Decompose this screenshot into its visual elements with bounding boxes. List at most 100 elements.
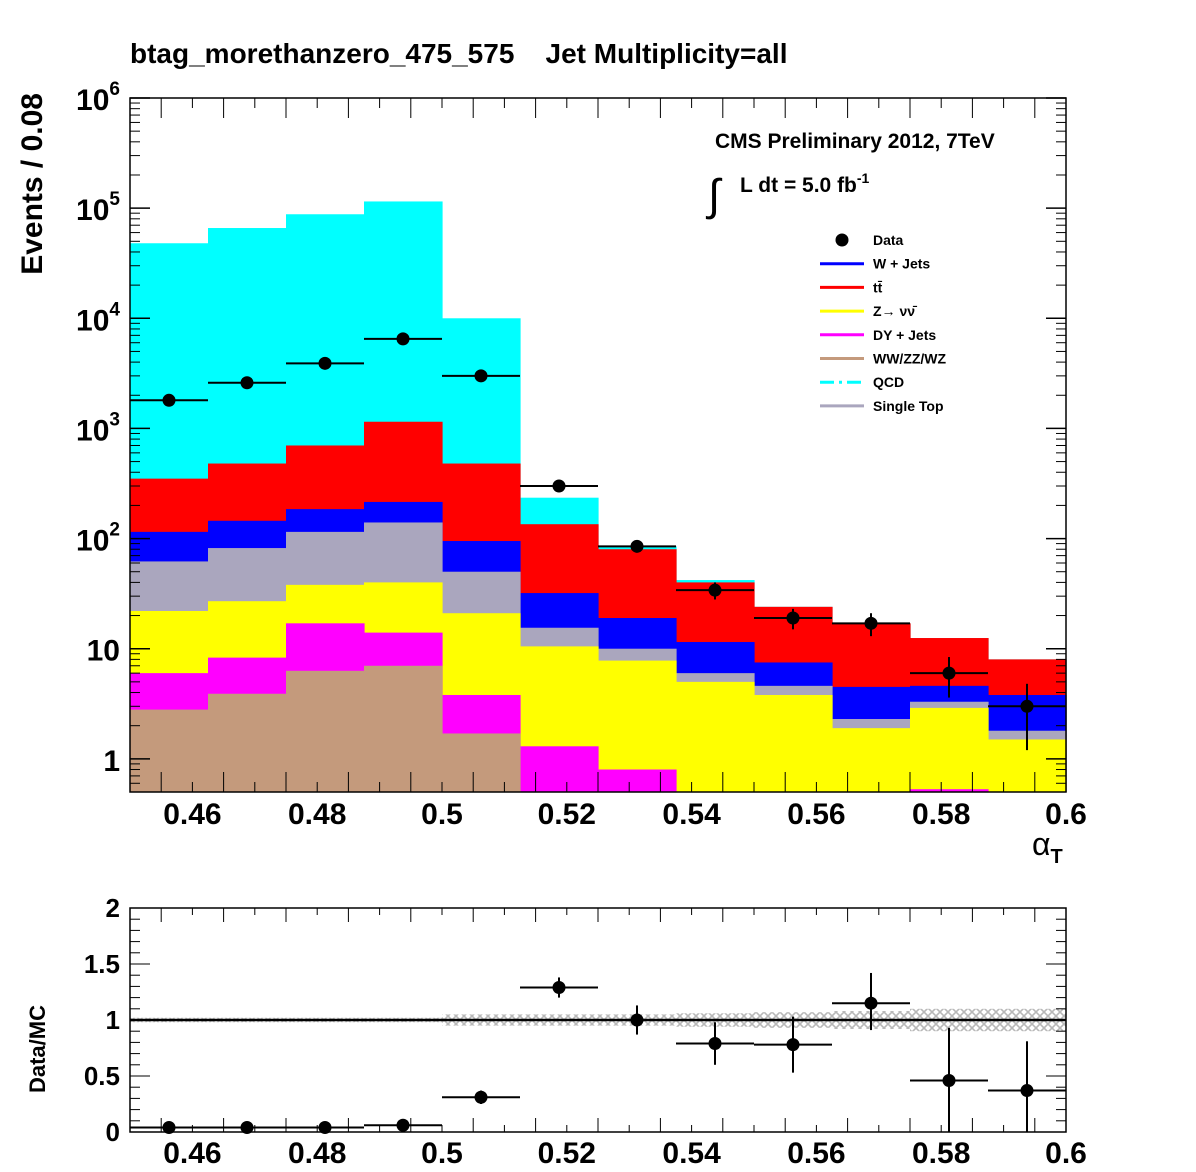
y-tick-label-exp: 3 xyxy=(109,409,120,430)
legend-label: tt̄ xyxy=(873,279,883,295)
data-point xyxy=(474,369,488,383)
ratio-point xyxy=(162,1121,176,1135)
x-axis-label-sub: T xyxy=(1051,846,1063,868)
y-tick-label-base: 10 xyxy=(76,525,109,558)
ratio-point xyxy=(240,1121,254,1135)
ratio-point xyxy=(1020,1084,1034,1098)
annotation-integral: ∫ xyxy=(705,171,723,220)
annotation-lumi-exp: -1 xyxy=(857,170,870,186)
y-tick-label-base: 10 xyxy=(76,84,109,117)
y-tick-label: 103 xyxy=(76,409,120,447)
ratio-x-tick-label: 0.54 xyxy=(662,1137,721,1170)
annotation-lumi-main: L dt = 5.0 fb xyxy=(740,174,857,197)
ratio-point xyxy=(942,1073,956,1087)
bar-z xyxy=(910,707,989,792)
x-tick-label: 0.48 xyxy=(288,798,346,831)
ratio-y-tick-label: 1 xyxy=(106,1005,120,1035)
y-tick-label-base: 10 xyxy=(76,414,109,447)
y-tick-label-exp: 5 xyxy=(109,189,120,210)
bar-dy-jets xyxy=(910,789,989,792)
legend-label: Single Top xyxy=(873,398,944,414)
ratio-y-tick-label: 1.5 xyxy=(84,949,120,979)
data-point xyxy=(630,539,644,553)
data-point xyxy=(162,393,176,407)
y-tick-label-base: 10 xyxy=(76,194,109,227)
ratio-point xyxy=(396,1118,410,1132)
bar-dy-jets xyxy=(598,769,677,792)
ratio-x-tick-label: 0.6 xyxy=(1045,1137,1087,1170)
ratio-y-tick-label: 0 xyxy=(106,1117,120,1147)
main-stacked-bars xyxy=(130,201,1067,793)
data-point xyxy=(786,611,800,625)
y-tick-label: 104 xyxy=(76,299,120,337)
data-point xyxy=(396,332,410,346)
bar-ww-zz-wz xyxy=(364,665,443,792)
legend-label: W + Jets xyxy=(873,256,930,272)
y-tick-label: 1 xyxy=(103,745,120,778)
y-tick-label-exp: 6 xyxy=(109,79,120,100)
x-tick-label: 0.6 xyxy=(1045,798,1087,831)
ratio-x-tick-label: 0.52 xyxy=(538,1137,596,1170)
bar-ww-zz-wz xyxy=(442,733,521,792)
x-tick-label: 0.58 xyxy=(912,798,970,831)
y-tick-label: 106 xyxy=(76,79,120,117)
ratio-x-tick-label: 0.56 xyxy=(787,1137,845,1170)
x-tick-label: 0.56 xyxy=(787,798,845,831)
annotation-cms: CMS Preliminary 2012, 7TeV xyxy=(715,130,995,153)
y-tick-label-exp: 2 xyxy=(109,520,120,541)
x-tick-label: 0.52 xyxy=(538,798,596,831)
ratio-y-axis-label: Data/MC xyxy=(25,1005,50,1093)
x-tick-label: 0.54 xyxy=(662,798,721,831)
data-point xyxy=(240,376,254,390)
x-tick-label: 0.46 xyxy=(163,798,221,831)
data-point xyxy=(1020,699,1034,713)
ratio-x-tick-label: 0.58 xyxy=(912,1137,970,1170)
y-tick-label-base: 10 xyxy=(76,304,109,337)
ratio-point xyxy=(552,981,566,995)
main-data-points xyxy=(130,332,1066,751)
data-point xyxy=(708,583,722,597)
legend-label: Data xyxy=(873,232,904,248)
bar-dy-jets xyxy=(520,746,599,792)
ratio-plot: 0 0.5 1 1.5 2 0.46 0.48 0.5 0.52 0.54 0.56 0.58 0.6 xyxy=(84,893,1087,1170)
bar-ww-zz-wz xyxy=(130,709,209,792)
ratio-point xyxy=(318,1121,332,1135)
bar-ww-zz-wz xyxy=(208,693,287,792)
ratio-point xyxy=(864,996,878,1010)
legend-marker-data xyxy=(835,233,849,247)
y-tick-label: 10 xyxy=(87,635,120,668)
ratio-point xyxy=(474,1090,488,1104)
bar-ww-zz-wz xyxy=(286,670,365,792)
bar-z xyxy=(676,681,755,792)
y-tick-label-base: 1 xyxy=(103,745,120,778)
ratio-x-tick-label: 0.48 xyxy=(288,1137,346,1170)
y-tick-label-base: 10 xyxy=(87,635,120,668)
chart-title: btag_morethanzero_475_575 Jet Multiplici… xyxy=(130,38,787,69)
ratio-point xyxy=(708,1037,722,1051)
x-axis-label-main: α xyxy=(1032,826,1051,862)
data-point xyxy=(318,356,332,370)
data-point xyxy=(864,616,878,630)
y-tick-label-exp: 4 xyxy=(109,299,120,320)
y-axis-label: Events / 0.08 xyxy=(16,93,49,275)
legend-label: WW/ZZ/WZ xyxy=(873,351,947,367)
ratio-x-tick-label: 0.5 xyxy=(421,1137,463,1170)
ratio-y-tick-label: 0.5 xyxy=(84,1061,120,1091)
data-point xyxy=(552,479,566,493)
ratio-y-tick-label: 2 xyxy=(106,893,120,923)
data-point xyxy=(942,666,956,680)
ratio-point xyxy=(630,1013,644,1027)
ratio-point xyxy=(786,1038,800,1052)
legend-label: QCD xyxy=(873,374,904,390)
bar-z xyxy=(754,694,833,792)
legend-label: DY + Jets xyxy=(873,327,936,343)
x-axis-label: αT xyxy=(1032,826,1063,868)
bar-z xyxy=(832,728,911,792)
annotation: CMS Preliminary 2012, 7TeV ∫ L dt = 5.0 … xyxy=(705,130,995,220)
y-tick-label: 105 xyxy=(76,189,120,227)
legend: Data W + Jets tt̄ Z→ νν̄ DY + Jets WW/ZZ/WZ QC… xyxy=(820,232,947,414)
annotation-lumi: L dt = 5.0 fb-1 xyxy=(740,170,870,197)
x-tick-label: 0.5 xyxy=(421,798,463,831)
